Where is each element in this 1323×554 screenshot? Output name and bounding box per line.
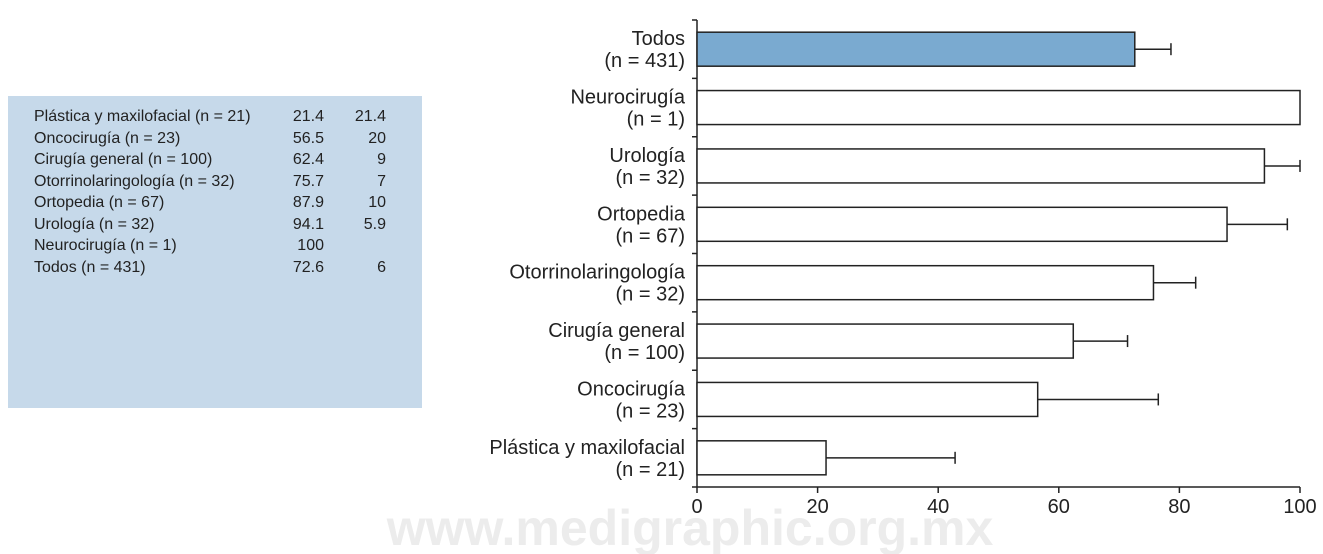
table-row: Otorrinolaringología (n = 32) 75.7 7	[34, 171, 386, 193]
table-row: Cirugía general (n = 100) 62.4 9	[34, 149, 386, 171]
table-cell: 6	[377, 258, 386, 276]
table-row: Plástica y maxilofacial (n = 21) 21.4 21.4	[34, 106, 386, 128]
y-tick-label: Neurocirugía	[570, 87, 685, 109]
table-cell: Neurocirugía (n = 1)	[34, 237, 177, 254]
table-cell: 10	[368, 194, 386, 211]
table-cell: 87.9	[292, 194, 324, 211]
y-tick-label: Oncocirugía	[577, 378, 686, 400]
x-tick-label: 60	[1048, 496, 1070, 518]
table-cell: 20	[368, 129, 386, 147]
table-cell: Ortopedia (n = 67)	[34, 194, 165, 211]
y-tick-label: (n = 32)	[616, 284, 685, 306]
table-cell: Plástica y maxilofacial (n = 21)	[34, 108, 251, 125]
bar	[696, 148, 1266, 184]
table-cell: 62.4	[292, 151, 324, 168]
x-tick-label: 80	[1168, 496, 1190, 518]
table-cell: 9	[377, 151, 386, 168]
table-cell: 56.5	[292, 129, 324, 147]
bar	[696, 206, 1228, 243]
table-cell: 100	[297, 237, 324, 254]
table-cell: 5.9	[363, 215, 386, 233]
y-tick-label: (n = 32)	[616, 167, 685, 189]
y-tick-label: Todos	[632, 28, 685, 50]
table-cell: Todos (n = 431)	[34, 258, 146, 276]
bar	[696, 381, 1039, 418]
y-tick-label: (n = 67)	[616, 225, 685, 247]
table-row: Todos (n = 431) 72.6 6	[34, 257, 386, 279]
table-cell: 21.4	[292, 108, 324, 125]
x-tick-label: 20	[806, 496, 828, 518]
table-cell: Urología (n = 32)	[34, 215, 155, 233]
table-row: Ortopedia (n = 67) 87.9 10	[34, 192, 386, 214]
y-tick-label: Plástica y maxilofacial	[489, 437, 685, 459]
bar	[696, 264, 1155, 301]
y-tick-label: (n = 23)	[616, 400, 685, 422]
x-tick-label: 0	[691, 496, 702, 518]
y-tick-label: (n = 431)	[604, 50, 685, 72]
y-tick-label: (n = 100)	[604, 342, 685, 364]
table-cell: 75.7	[292, 172, 324, 190]
table-cell: Otorrinolaringología (n = 32)	[34, 172, 235, 190]
table-cell: 72.6	[292, 258, 324, 276]
table-row: Neurocirugía (n = 1) 100	[34, 235, 386, 257]
table-cell: 7	[377, 172, 386, 190]
table-cell: Oncocirugía (n = 23)	[34, 129, 181, 147]
y-tick-label: Otorrinolaringología	[509, 262, 686, 284]
table-cell: Cirugía general (n = 100)	[34, 151, 213, 168]
y-tick-label: Ortopedia	[597, 203, 686, 225]
y-tick-label: (n = 1)	[627, 109, 685, 131]
bar	[696, 31, 1136, 67]
x-tick-label: 100	[1283, 496, 1316, 518]
bar	[696, 440, 827, 476]
summary-table: Plástica y maxilofacial (n = 21) 21.4 21.4…	[8, 96, 422, 408]
table-row: Oncocirugía (n = 23) 56.5 20	[34, 128, 386, 150]
table-cell: 21.4	[354, 108, 386, 125]
watermark: www.medigraphic.org.mx	[386, 500, 994, 554]
bar	[696, 323, 1075, 359]
y-tick-label: Urología	[609, 145, 685, 167]
y-tick-label: Cirugía general	[548, 320, 685, 342]
table-row: Urología (n = 32) 94.1 5.9	[34, 214, 386, 236]
y-tick-label: (n = 21)	[616, 459, 685, 481]
bar	[696, 89, 1301, 126]
x-tick-label: 40	[927, 496, 949, 518]
table-cell: 94.1	[292, 215, 324, 233]
